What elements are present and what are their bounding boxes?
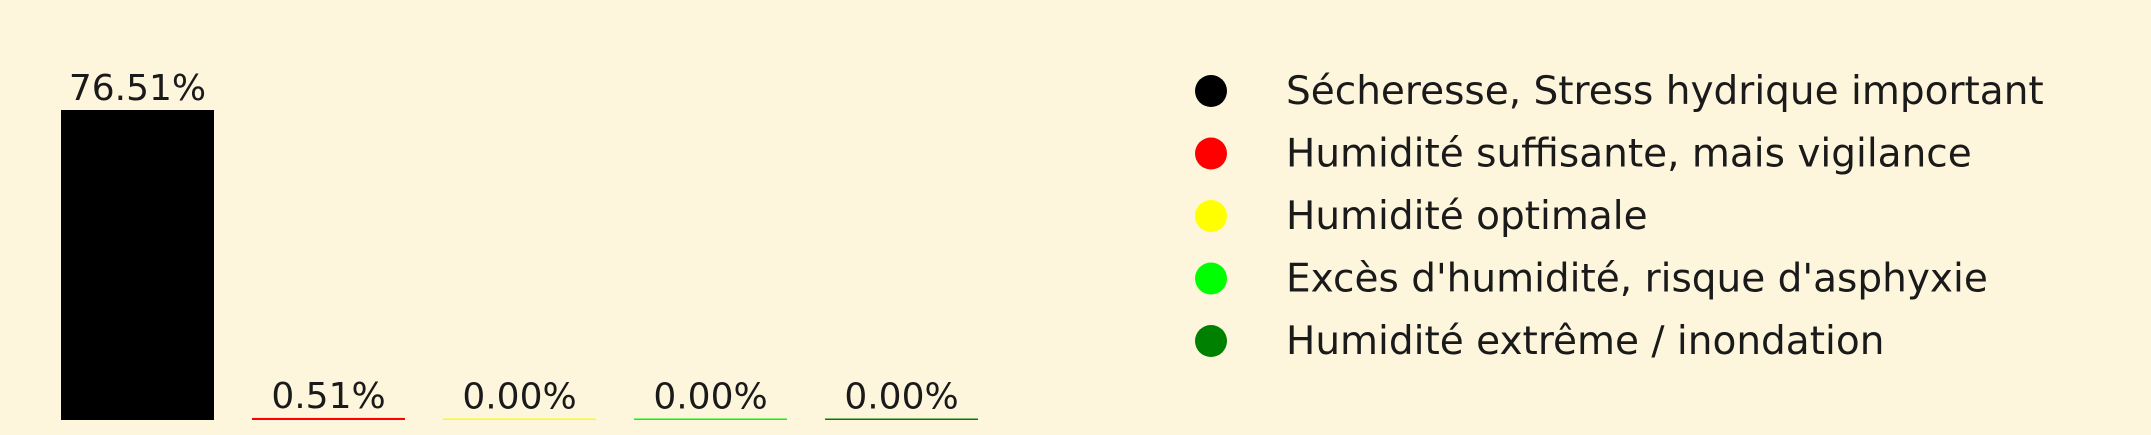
data-labels-layer: 76.51% 0.51% 0.00% 0.00% 0.00% — [69, 68, 959, 418]
legend-marker-2 — [1195, 137, 1227, 170]
data-label-4: 0.00% — [653, 377, 767, 418]
bar-2 — [252, 417, 405, 420]
data-label-2: 0.51% — [271, 376, 385, 417]
bars-layer — [61, 110, 978, 420]
legend-label-2: Humidité suffisante, mais vigilance — [1286, 132, 1972, 177]
legend-label-1: Sécheresse, Stress hydrique important — [1286, 69, 2044, 114]
legend-label-4: Excès d'humidité, risque d'asphyxie — [1286, 257, 1988, 302]
bar-1 — [61, 110, 214, 420]
bar-4 — [634, 418, 787, 420]
data-label-1: 76.51% — [69, 68, 206, 109]
legend-marker-4 — [1195, 262, 1227, 295]
legend-marker-1 — [1195, 75, 1227, 107]
legend-marker-5 — [1195, 325, 1227, 357]
data-label-5: 0.00% — [844, 377, 958, 418]
legend-label-5: Humidité extrême / inondation — [1286, 319, 1884, 364]
legend: Sécheresse, Stress hydrique important Hum… — [1195, 69, 2044, 364]
legend-marker-3 — [1195, 200, 1227, 232]
bar-5 — [825, 418, 978, 420]
data-label-3: 0.00% — [462, 377, 576, 418]
legend-label-3: Humidité optimale — [1286, 194, 1648, 239]
bar-3 — [443, 418, 596, 420]
